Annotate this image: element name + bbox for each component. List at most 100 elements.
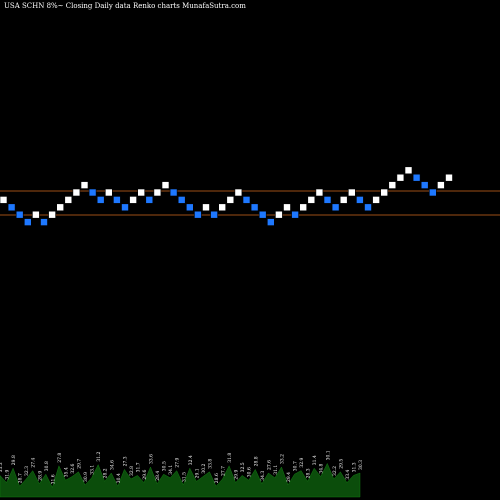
renko-brick-up bbox=[372, 196, 380, 204]
renko-brick-up bbox=[32, 210, 40, 219]
volume-label: 31.7 bbox=[136, 462, 142, 472]
reference-lines bbox=[0, 190, 500, 216]
volume-label: 30.6 bbox=[247, 467, 253, 477]
renko-brick-down bbox=[428, 188, 437, 197]
volume-label: 28.2 bbox=[103, 468, 109, 478]
renko-brick-down bbox=[250, 203, 259, 212]
renko-brick-down bbox=[15, 210, 24, 219]
volume-label: 33.4 bbox=[345, 469, 351, 479]
renko-brick-up bbox=[299, 203, 308, 212]
volume-label: 31.8 bbox=[227, 453, 233, 463]
renko-brick-up bbox=[226, 196, 235, 204]
renko-brick-down bbox=[412, 173, 421, 182]
volume-label: 32.3 bbox=[24, 466, 30, 476]
renko-brick-up bbox=[347, 188, 356, 197]
renko-brick-down bbox=[420, 181, 429, 189]
renko-brick-down bbox=[113, 196, 121, 204]
renko-brick-up bbox=[339, 196, 348, 204]
renko-brick-up bbox=[48, 210, 56, 219]
volume-label: 33.1 bbox=[90, 465, 96, 475]
renko-brick-down bbox=[291, 210, 299, 219]
volume-label: 29.5 bbox=[338, 459, 344, 469]
volume-label: 30.7 bbox=[293, 461, 299, 471]
renko-brick-up bbox=[105, 188, 113, 197]
volume-label: 28.7 bbox=[18, 473, 24, 483]
volume-label: 34.8 bbox=[319, 463, 325, 473]
renko-brick-down bbox=[121, 203, 129, 212]
volume-label: 27.6 bbox=[266, 460, 272, 470]
volume-label: 31.5 bbox=[181, 472, 187, 482]
volume-label: 30.3 bbox=[358, 460, 364, 470]
volume-label: 35.4 bbox=[64, 467, 70, 477]
volume-label: 27.3 bbox=[122, 456, 128, 466]
renko-brick-up bbox=[80, 181, 89, 189]
volume-label: 34.6 bbox=[109, 460, 115, 470]
chart-title: USA SCHN 8%~ Closing Daily data Renko ch… bbox=[4, 2, 246, 10]
volume-label: 31.1 bbox=[273, 465, 279, 475]
volume-label: 27.7 bbox=[221, 466, 227, 476]
renko-brick-up bbox=[396, 173, 405, 182]
renko-brick-up bbox=[129, 196, 137, 204]
volume-label: 33.8 bbox=[208, 459, 214, 469]
renko-brick-up bbox=[64, 196, 73, 204]
volume-label: 30.2 bbox=[201, 463, 207, 473]
volume-label: 29.9 bbox=[234, 469, 240, 479]
volume-label: 27.9 bbox=[175, 457, 181, 467]
volume-label: 31.9 bbox=[5, 469, 11, 479]
renko-brick-up bbox=[404, 166, 413, 175]
volume-label: 30.9 bbox=[83, 472, 89, 482]
renko-brick-up bbox=[0, 196, 8, 204]
renko-brick-down bbox=[23, 218, 32, 226]
volume-label: 32.2 bbox=[332, 466, 338, 476]
renko-brick-up bbox=[202, 203, 210, 212]
renko-brick-down bbox=[145, 196, 154, 204]
volume-label: 30.5 bbox=[162, 461, 168, 471]
volume-label: 33.2 bbox=[280, 454, 286, 464]
volume-label: 30.8 bbox=[44, 461, 50, 471]
volume-label: 32.4 bbox=[188, 455, 194, 465]
volume-label: 30.4 bbox=[116, 473, 122, 483]
renko-brick-down bbox=[210, 210, 218, 219]
volume-label: 28.4 bbox=[155, 471, 161, 481]
renko-brick-down bbox=[194, 210, 202, 219]
renko-brick-down bbox=[88, 188, 97, 197]
renko-brick-up bbox=[380, 188, 389, 197]
volume-label: 32.5 bbox=[240, 462, 246, 472]
renko-brick-down bbox=[364, 203, 372, 212]
volume-label: 29.6 bbox=[142, 469, 148, 479]
volume-labels: 33.331.929.8 28.732.327.428.930.831.6 27.8… bbox=[0, 450, 364, 484]
renko-brick-down bbox=[266, 218, 275, 226]
volume-label: 28.6 bbox=[214, 473, 220, 483]
renko-brick-up bbox=[275, 210, 283, 219]
renko-brick-up bbox=[388, 181, 397, 189]
volume-label: 31.6 bbox=[50, 474, 56, 484]
renko-brick-down bbox=[331, 203, 340, 212]
volume-label: 28.3 bbox=[306, 468, 312, 478]
volume-label: 32.9 bbox=[299, 457, 305, 467]
renko-brick-up bbox=[72, 188, 81, 197]
volume-label: 33.6 bbox=[149, 454, 155, 464]
renko-brick-down bbox=[242, 196, 251, 204]
volume-label: 29.4 bbox=[286, 472, 292, 482]
renko-brick-down bbox=[40, 218, 48, 226]
volume-area bbox=[0, 462, 361, 498]
renko-brick-up bbox=[283, 203, 291, 212]
renko-brick-up bbox=[137, 188, 145, 197]
renko-brick-down bbox=[177, 196, 186, 204]
volume-label: 34.3 bbox=[260, 471, 266, 481]
volume-label: 27.8 bbox=[57, 453, 63, 463]
volume-label: 29.1 bbox=[194, 468, 200, 478]
renko-brick-down bbox=[323, 196, 332, 204]
volume-label: 31.3 bbox=[352, 462, 358, 472]
renko-brick-down bbox=[7, 203, 16, 212]
renko-brick-up bbox=[218, 203, 226, 212]
volume-label: 29.8 bbox=[11, 455, 17, 465]
renko-brick-down bbox=[186, 203, 194, 212]
volume-label: 28.8 bbox=[253, 456, 259, 466]
volume-label: 32.6 bbox=[70, 463, 76, 473]
renko-brick-up bbox=[307, 196, 316, 204]
volume-label: 27.4 bbox=[31, 457, 37, 467]
volume-label: 34.1 bbox=[168, 465, 174, 475]
renko-brick-up bbox=[437, 181, 445, 189]
